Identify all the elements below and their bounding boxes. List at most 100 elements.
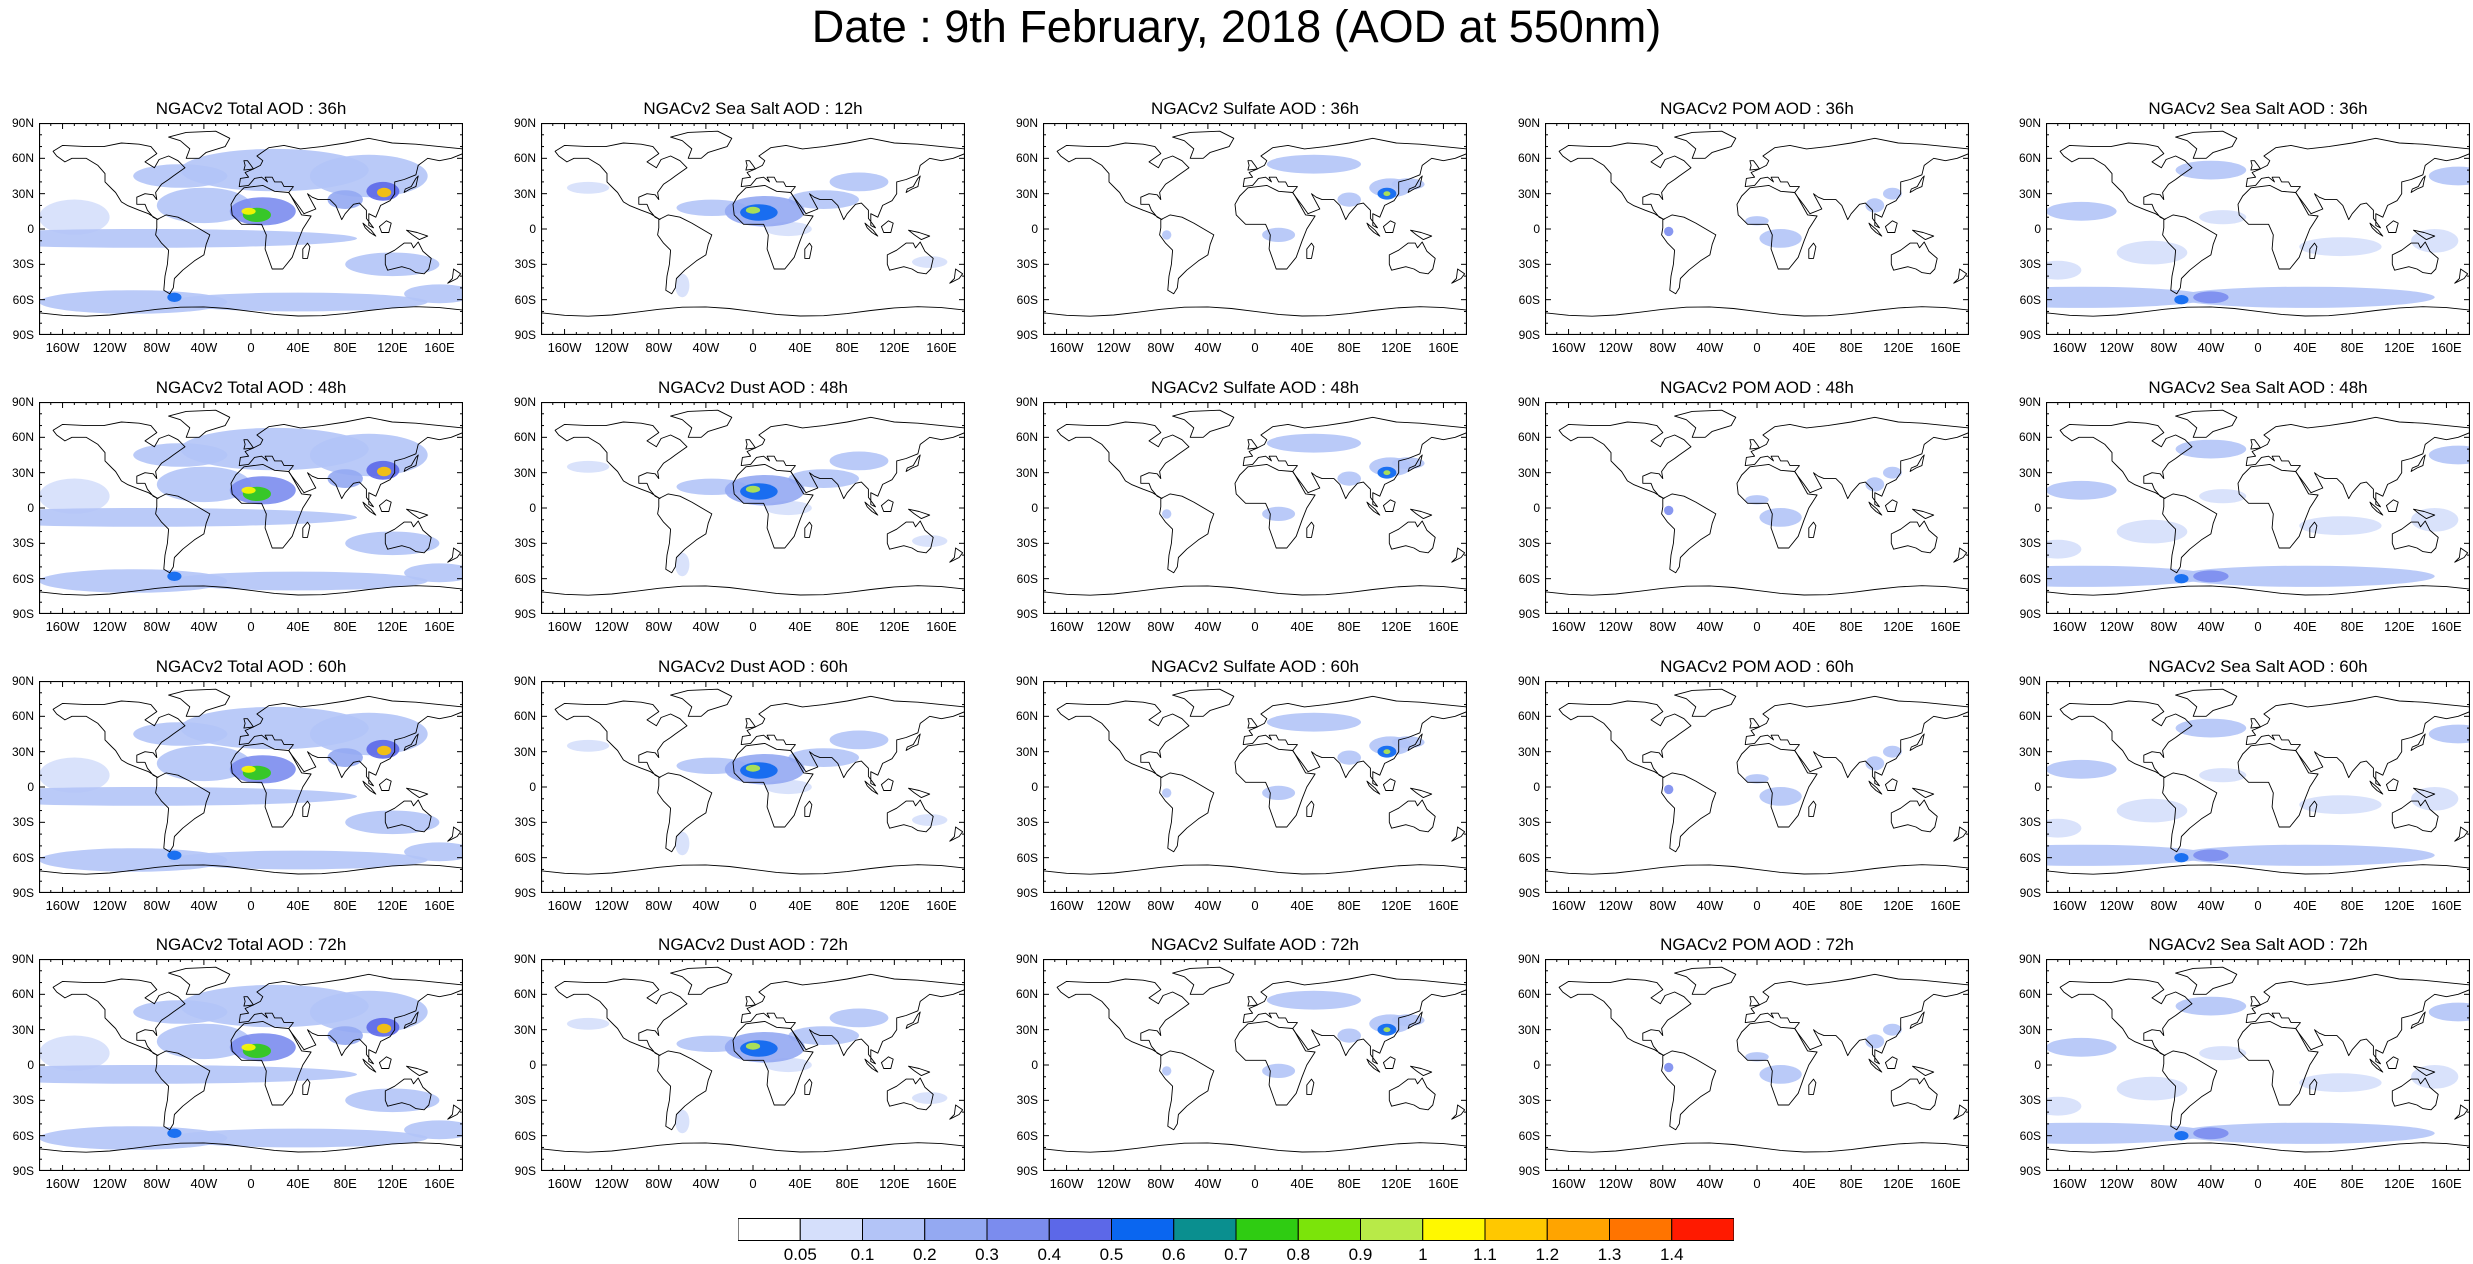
aod-field: [2174, 574, 2189, 584]
lon-label: 120W: [594, 340, 629, 355]
aod-field: [1664, 226, 1674, 237]
lat-label: 60N: [513, 430, 536, 445]
coastline: [52, 421, 186, 500]
aod-field: [2411, 508, 2459, 532]
lon-label: 80E: [1839, 619, 1863, 634]
lat-label: 90N: [1517, 952, 1540, 966]
colorbar-label: 0.1: [850, 1245, 875, 1264]
lat-label: 90N: [2018, 395, 2041, 409]
coastline: [880, 220, 894, 233]
map-plot: [1545, 123, 1969, 335]
coastline: [1749, 718, 1760, 729]
coastline: [362, 501, 377, 516]
lat-label: 30S: [1016, 536, 1038, 551]
panel-title: NGACv2 Sulfate AOD : 60h: [1151, 657, 1359, 676]
aod-field: [404, 563, 463, 583]
lat-label: 30S: [514, 257, 536, 272]
coastline: [302, 1078, 311, 1095]
coastline: [1674, 130, 1737, 159]
lat-label: 90S: [1518, 886, 1540, 900]
coastline: [39, 306, 463, 317]
coastline: [1410, 229, 1433, 241]
coastline: [2309, 800, 2318, 817]
coastline: [1558, 978, 1692, 1057]
lat-label: 30S: [1016, 815, 1038, 830]
colorbar-label: 0.7: [1224, 1245, 1248, 1264]
coastline: [1247, 996, 1258, 1007]
aod-field: [1759, 508, 1802, 527]
lon-label: 40W: [190, 1176, 218, 1191]
coastline: [362, 780, 377, 795]
coastline: [378, 220, 392, 233]
lat-label: 30N: [2018, 1022, 2041, 1037]
lat-label: 90S: [514, 1164, 536, 1178]
coastline: [1234, 1020, 1316, 1106]
aod-field: [167, 1128, 182, 1138]
aod-field: [345, 1088, 440, 1113]
colorbar-box: [738, 1218, 801, 1241]
map-frame: [1545, 681, 1969, 893]
aod-field: [1745, 1052, 1769, 1062]
coastline: [908, 508, 931, 520]
lat-label: 30N: [1517, 1022, 1540, 1037]
lon-label: 0: [749, 1176, 757, 1191]
lat-label: 90S: [514, 886, 536, 900]
aod-field: [404, 842, 463, 862]
coastline: [2369, 501, 2384, 516]
lat-label: 0: [2034, 1058, 2041, 1072]
coastline: [804, 1078, 813, 1095]
lat-label: 90S: [2019, 607, 2041, 621]
lat-label: 90N: [1517, 395, 1540, 409]
aod-field: [327, 1026, 363, 1045]
coastline: [243, 160, 254, 171]
coastline: [2369, 780, 2384, 795]
coastline: [1242, 416, 1467, 508]
lat-label: 0: [529, 1058, 536, 1072]
coastline: [1451, 547, 1466, 563]
lon-label: 120W: [92, 340, 127, 355]
coastline: [1558, 421, 1692, 500]
coastline: [447, 268, 462, 284]
lat-label: 90N: [1015, 674, 1038, 688]
lon-label: 80W: [1147, 340, 1175, 355]
coastline: [1736, 1020, 1818, 1106]
lon-label: 40E: [1290, 619, 1314, 634]
lat-label: 60S: [1518, 292, 1540, 307]
lat-label: 0: [529, 222, 536, 236]
aod-field: [156, 187, 251, 224]
coastline: [2309, 242, 2318, 259]
coastline: [2175, 409, 2238, 438]
coastline: [2162, 214, 2218, 295]
aod-field: [168, 292, 428, 312]
coastline: [732, 184, 814, 270]
lon-label: 160E: [424, 340, 455, 355]
coastline: [2046, 864, 2470, 875]
coastline: [1242, 137, 1467, 229]
lon-label: 80W: [645, 340, 673, 355]
coastline: [1366, 1058, 1381, 1073]
aod-field: [1745, 495, 1769, 505]
map-plot: [1043, 681, 1467, 893]
lat-label: 60S: [1518, 571, 1540, 586]
lat-label: 30N: [1015, 465, 1038, 480]
lon-label: 40W: [1696, 340, 1724, 355]
lon-label: 80E: [1337, 340, 1361, 355]
lon-label: 160E: [2431, 898, 2462, 913]
map-plot: [39, 402, 463, 614]
lat-label: 30S: [1518, 536, 1540, 551]
coastline: [155, 214, 211, 295]
aod-field: [1865, 1034, 1885, 1049]
lon-label: 160E: [424, 1176, 455, 1191]
aod-field: [745, 1042, 761, 1050]
coastline: [2250, 718, 2261, 729]
lon-label: 40E: [1792, 1176, 1816, 1191]
map-panel: NGACv2 Sulfate AOD : 72h 90N 60N 30N 0 30S 60S…: [1016, 935, 1467, 1191]
coastline: [732, 1020, 814, 1106]
lat-label: 0: [1533, 222, 1540, 236]
lon-label: 80E: [1839, 898, 1863, 913]
map-panel: NGACv2 POM AOD : 48h 90N 60N 30N 0 30S 60S 90S 1…: [1518, 378, 1969, 634]
map-plot: [2046, 959, 2470, 1171]
aod-field: [745, 764, 761, 772]
lat-label: 30N: [513, 744, 536, 759]
aod-field: [168, 1128, 428, 1148]
